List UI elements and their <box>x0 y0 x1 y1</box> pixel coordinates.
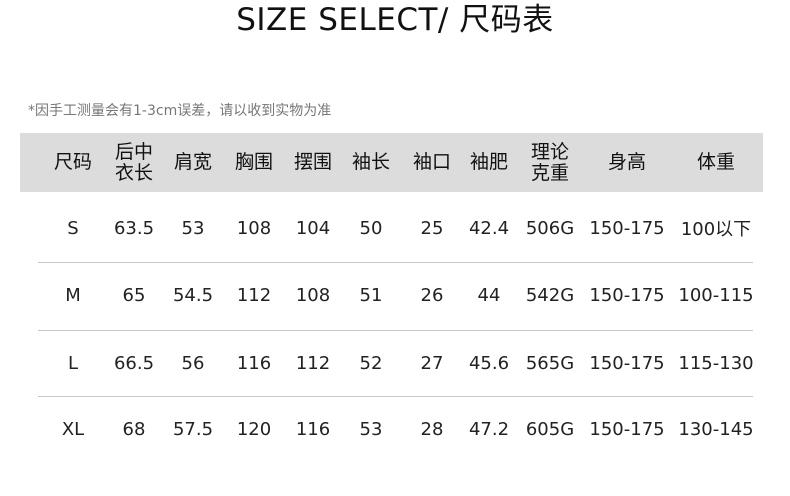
table-row: M 65 54.5 112 108 51 26 44 542G 150-175 100-115 <box>38 262 753 328</box>
table-cell: 25 <box>420 217 444 239</box>
measurement-note: *因手工测量会有1-3cm误差，请以收到实物为准 <box>28 103 332 119</box>
column-header: 摆围 <box>293 151 333 173</box>
table-cell: 28 <box>420 418 444 440</box>
table-cell: 116 <box>295 418 331 440</box>
column-header: 袖长 <box>351 151 391 173</box>
table-cell: 112 <box>295 352 331 374</box>
table-cell: 54.5 <box>172 284 214 306</box>
table-cell: 112 <box>236 284 272 306</box>
table-cell: 104 <box>295 217 331 239</box>
table-cell: 68 <box>122 418 146 440</box>
table-cell: 150-175 <box>589 217 665 239</box>
table-cell: 27 <box>420 352 444 374</box>
table-cell: 542G <box>525 284 575 306</box>
table-header: 尺码 后中 衣长 肩宽 胸围 摆围 袖长 袖口 袖肥 理论 克重 身高 体重 <box>20 133 763 192</box>
table-cell: 66.5 <box>113 352 155 374</box>
table-cell: 52 <box>359 352 383 374</box>
column-header: 肩宽 <box>173 151 213 173</box>
table-cell: M <box>65 284 81 306</box>
table-cell: 115-130 <box>678 352 754 374</box>
page-title: SIZE SELECT/ 尺码表 <box>236 2 554 38</box>
table-cell: 47.2 <box>468 418 510 440</box>
table-cell: 42.4 <box>468 217 510 239</box>
table-cell: 26 <box>420 284 444 306</box>
table-cell: 506G <box>525 217 575 239</box>
table-cell: 116 <box>236 352 272 374</box>
column-header: 袖肥 <box>469 151 509 173</box>
table-cell: 120 <box>236 418 272 440</box>
table-row: XL 68 57.5 120 116 53 28 47.2 605G 150-175 130-145 <box>38 396 754 462</box>
table-cell: 565G <box>525 352 575 374</box>
row-divider <box>38 330 753 331</box>
column-header: 胸围 <box>234 151 274 173</box>
table-cell: 108 <box>236 217 272 239</box>
table-cell: 50 <box>359 217 383 239</box>
column-header: 尺码 <box>53 151 93 173</box>
table-cell: 150-175 <box>589 418 665 440</box>
table-row: L 66.5 56 116 112 52 27 45.6 565G 150-175 115-130 <box>38 330 754 396</box>
table-cell: 100-115 <box>678 284 754 306</box>
row-divider <box>38 396 753 397</box>
table-row: S 63.5 53 108 104 50 25 42.4 506G 150-175 100以下 <box>38 195 753 261</box>
table-cell: 65 <box>122 284 146 306</box>
table-cell: 63.5 <box>113 217 155 239</box>
table-cell: 45.6 <box>468 352 510 374</box>
table-cell: L <box>67 352 79 374</box>
row-divider <box>38 262 753 263</box>
column-header: 理论 克重 <box>530 140 570 184</box>
table-cell: 57.5 <box>172 418 214 440</box>
table-cell: 53 <box>181 217 205 239</box>
table-cell: 605G <box>525 418 575 440</box>
table-cell: 51 <box>359 284 383 306</box>
table-cell: XL <box>61 418 85 440</box>
table-cell: 53 <box>359 418 383 440</box>
table-cell: 108 <box>295 284 331 306</box>
table-cell: 150-175 <box>589 352 665 374</box>
column-header: 袖口 <box>412 151 452 173</box>
table-cell: 150-175 <box>589 284 665 306</box>
column-header: 身高 <box>607 151 647 173</box>
table-cell: 56 <box>181 352 205 374</box>
column-header: 体重 <box>696 151 736 173</box>
table-cell: 44 <box>477 284 501 306</box>
column-header: 后中 衣长 <box>114 140 154 184</box>
table-cell: 100以下 <box>680 219 752 240</box>
table-cell: 130-145 <box>678 418 754 440</box>
table-cell: S <box>67 217 79 239</box>
